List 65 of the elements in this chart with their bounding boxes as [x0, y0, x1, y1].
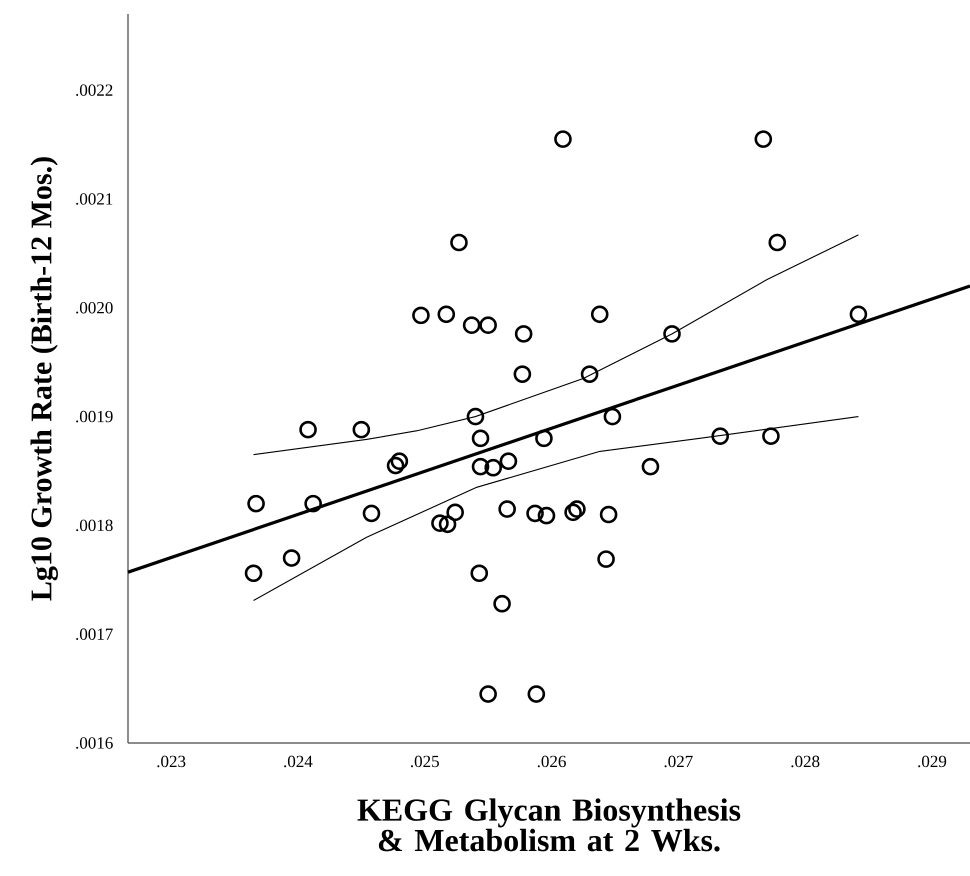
point [514, 325, 532, 343]
x-tick-label: .029 [918, 756, 946, 768]
point [412, 306, 430, 324]
point [590, 306, 609, 324]
point [450, 234, 468, 252]
y-tick-label: .0022 [76, 84, 112, 96]
x-tick-label: .028 [791, 756, 820, 768]
point [484, 458, 502, 477]
x-tick-label: .026 [538, 756, 566, 768]
point [470, 564, 488, 582]
point [479, 316, 497, 334]
point [754, 130, 772, 148]
point [462, 316, 480, 334]
point [642, 458, 660, 476]
point [663, 325, 681, 343]
x-tick-label: .023 [157, 756, 186, 768]
point [604, 408, 622, 426]
point [431, 514, 449, 532]
point [850, 306, 868, 324]
point [244, 564, 262, 582]
point [282, 549, 300, 567]
x-tick-label: .025 [410, 756, 439, 768]
point [568, 500, 586, 518]
point [479, 685, 497, 703]
point [437, 306, 456, 324]
point [600, 506, 618, 524]
point [446, 504, 464, 522]
point [535, 430, 553, 448]
point [514, 365, 532, 383]
point [304, 494, 322, 512]
x-tick-label: .024 [284, 756, 313, 768]
point [362, 504, 380, 522]
point [472, 458, 490, 476]
point [554, 130, 572, 148]
point [438, 516, 456, 534]
point [247, 494, 265, 512]
point [564, 504, 582, 522]
x-tick-label: .027 [664, 756, 693, 768]
point [528, 685, 546, 703]
point [768, 234, 786, 252]
y-tick-label: .0017 [76, 628, 113, 640]
y-axis-title: Lg10 Growth Rate (Birth-12 Mos.) [30, 157, 58, 601]
point [493, 594, 511, 613]
point [498, 500, 516, 518]
point [526, 504, 544, 522]
x-axis-title: KEGG Glycan Biosynthesis & Metabolism at 2 Wks. [358, 798, 740, 852]
y-tick-label: .0018 [76, 520, 113, 532]
point [580, 365, 598, 383]
y-tick-label: .0020 [76, 302, 113, 314]
point [299, 420, 317, 438]
point [538, 506, 556, 524]
point [500, 452, 518, 470]
y-tick-label: .0021 [76, 193, 112, 205]
point [352, 420, 370, 438]
point [472, 430, 490, 448]
point [386, 456, 404, 474]
line-series [252, 234, 859, 456]
line-series [252, 416, 859, 602]
point [597, 550, 615, 568]
point [762, 427, 780, 445]
y-tick-label: .0019 [76, 410, 113, 422]
point [466, 408, 484, 426]
point [390, 452, 408, 470]
y-tick-label: .0016 [76, 737, 113, 749]
point [711, 427, 729, 445]
